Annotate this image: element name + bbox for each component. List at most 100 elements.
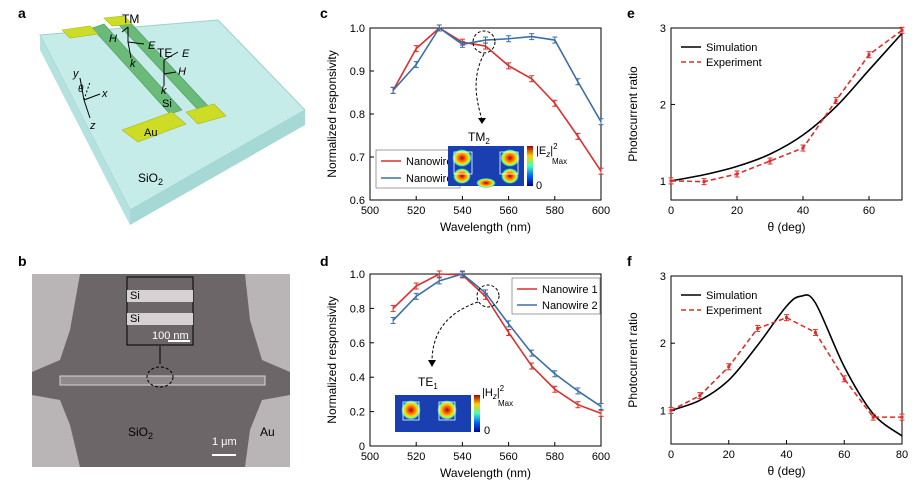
series-line-simulation: [670, 32, 903, 182]
y-axis-label: Photocurrent ratio: [626, 312, 640, 408]
e-field-te: E: [182, 48, 190, 60]
inset-tm2-arrow: [475, 53, 485, 121]
y-tick-label: 1.0: [350, 269, 365, 281]
inset-te1-field-max: Max: [498, 399, 513, 408]
legend-box: [375, 149, 461, 189]
plot-frame: [369, 273, 602, 447]
y-tick-label: 0.8: [350, 303, 365, 315]
inset-te1-wire-2: [438, 401, 456, 421]
au-label: Au: [144, 127, 157, 139]
inset-tm2-field-label: |Ez|2: [536, 142, 558, 159]
inset-tm2-hotspot-1: [452, 149, 472, 167]
series-line-nanowire-1: [392, 27, 602, 172]
y-tick-label: 1.0: [350, 23, 365, 35]
chart-f: f 0 20 40 60 80 1 2 3 θ (deg) Photocurrent ratio Si…: [626, 253, 908, 478]
series-line-nanowire-2: [392, 273, 602, 408]
inset-tm2-zoom-circle: [472, 30, 496, 54]
inset-tm2-hotspot-2: [500, 149, 520, 167]
gold-pad-bottom-right: [185, 103, 227, 125]
gold-pad-bottom-left: [121, 111, 187, 143]
sem-sio2-label: SiO2: [128, 425, 153, 441]
x-axis-label: θ (deg): [767, 220, 805, 234]
legend-entry: Nanowire 1: [406, 156, 462, 168]
x-tick-label: 40: [780, 449, 792, 461]
data-point: [768, 159, 772, 163]
inset-tm2-cb-low: 0: [536, 180, 542, 192]
sem-electrode-right-bottom: [245, 395, 290, 467]
substrate-side-right: [130, 110, 305, 225]
x-tick-label: 40: [797, 205, 809, 217]
x-tick-label: 540: [453, 451, 471, 463]
data-point: [813, 330, 817, 334]
plot-frame: [670, 27, 903, 201]
x-axis-label: θ (deg): [767, 464, 805, 478]
k-vector-te: k: [161, 85, 167, 97]
legend-entry: Nanowire 1: [542, 284, 598, 296]
inset-te1-hotspot-1: [401, 400, 421, 420]
substrate-side-left: [40, 35, 130, 225]
data-point: [801, 146, 805, 150]
panel-c-label: c: [320, 5, 328, 21]
data-point: [698, 394, 702, 398]
x-tick-label: 500: [361, 451, 379, 463]
tm-label: TM: [122, 12, 139, 26]
panel-d-label: d: [320, 253, 329, 269]
inset-te1: TE1 |Hz|2 Max 0 1: [395, 284, 513, 437]
gold-pad-top-right: [103, 15, 133, 27]
inset-tm2: TM2 |Ez|2 Max 0 1: [448, 30, 567, 192]
y-tick-label: 0.2: [350, 407, 365, 419]
sio2-label: SiO2: [138, 171, 163, 187]
coordinate-axes: [79, 77, 101, 119]
inset-tm2-mode: TM2: [468, 130, 490, 146]
series-line-simulation: [670, 294, 903, 437]
panel-f-label: f: [627, 253, 632, 269]
legend-box: [511, 277, 601, 315]
h-field-te: H: [178, 66, 186, 78]
data-point: [900, 415, 904, 419]
gold-pad-top-left: [61, 25, 99, 39]
sem-au-label: Au: [260, 425, 275, 439]
x-tick-label: 20: [731, 205, 743, 217]
y-tick-label: 2: [660, 99, 666, 111]
data-point: [900, 28, 904, 32]
inset-te1-wire-1: [402, 401, 420, 421]
y-tick-label: 0.4: [350, 372, 365, 384]
te-label: TE: [157, 46, 172, 60]
x-tick-label: 500: [361, 205, 379, 217]
y-tick-label: 2: [660, 338, 666, 350]
y-axis-label: Normalized responsivity: [325, 296, 339, 423]
legend-entry: Experiment: [706, 57, 762, 69]
inset-tm2-colorbar: [527, 146, 533, 186]
y-axis-label: Photocurrent ratio: [626, 66, 640, 162]
series-line-nanowire-1: [392, 273, 602, 415]
x-tick-label: 580: [546, 451, 564, 463]
y-tick-label: 0.6: [350, 195, 365, 207]
inset-tm2-wire-2: [499, 151, 519, 175]
x-tick-label: 60: [863, 205, 875, 217]
x-tick-label: 0: [668, 205, 674, 217]
sem-inset: [126, 276, 194, 346]
panel-a-label: a: [18, 5, 26, 21]
x-tick-label: 540: [453, 205, 471, 217]
si-label: Si: [162, 98, 172, 110]
inset-tm2-hotspot-4: [501, 168, 519, 184]
data-point: [735, 172, 739, 176]
data-point: [834, 99, 838, 103]
inset-te1-mode: TE1: [418, 375, 438, 391]
x-tick-label: 580: [546, 205, 564, 217]
x-axis-label: Wavelength (nm): [440, 466, 531, 480]
inset-tm2-wire-1: [453, 151, 473, 175]
x-tick-label: 520: [407, 205, 425, 217]
data-point: [842, 377, 846, 381]
nanowire-1: [91, 23, 183, 115]
sem-inset-si-1: Si: [130, 290, 140, 302]
sem-inset-wire-2: [127, 313, 193, 325]
y-tick-label: 3: [660, 271, 666, 283]
y-axis-label: y: [72, 68, 80, 80]
series-line-nanowire-2: [392, 26, 602, 123]
k-vector-tm: k: [130, 58, 136, 70]
data-point: [867, 53, 871, 57]
sem-nanowires: [59, 375, 266, 386]
